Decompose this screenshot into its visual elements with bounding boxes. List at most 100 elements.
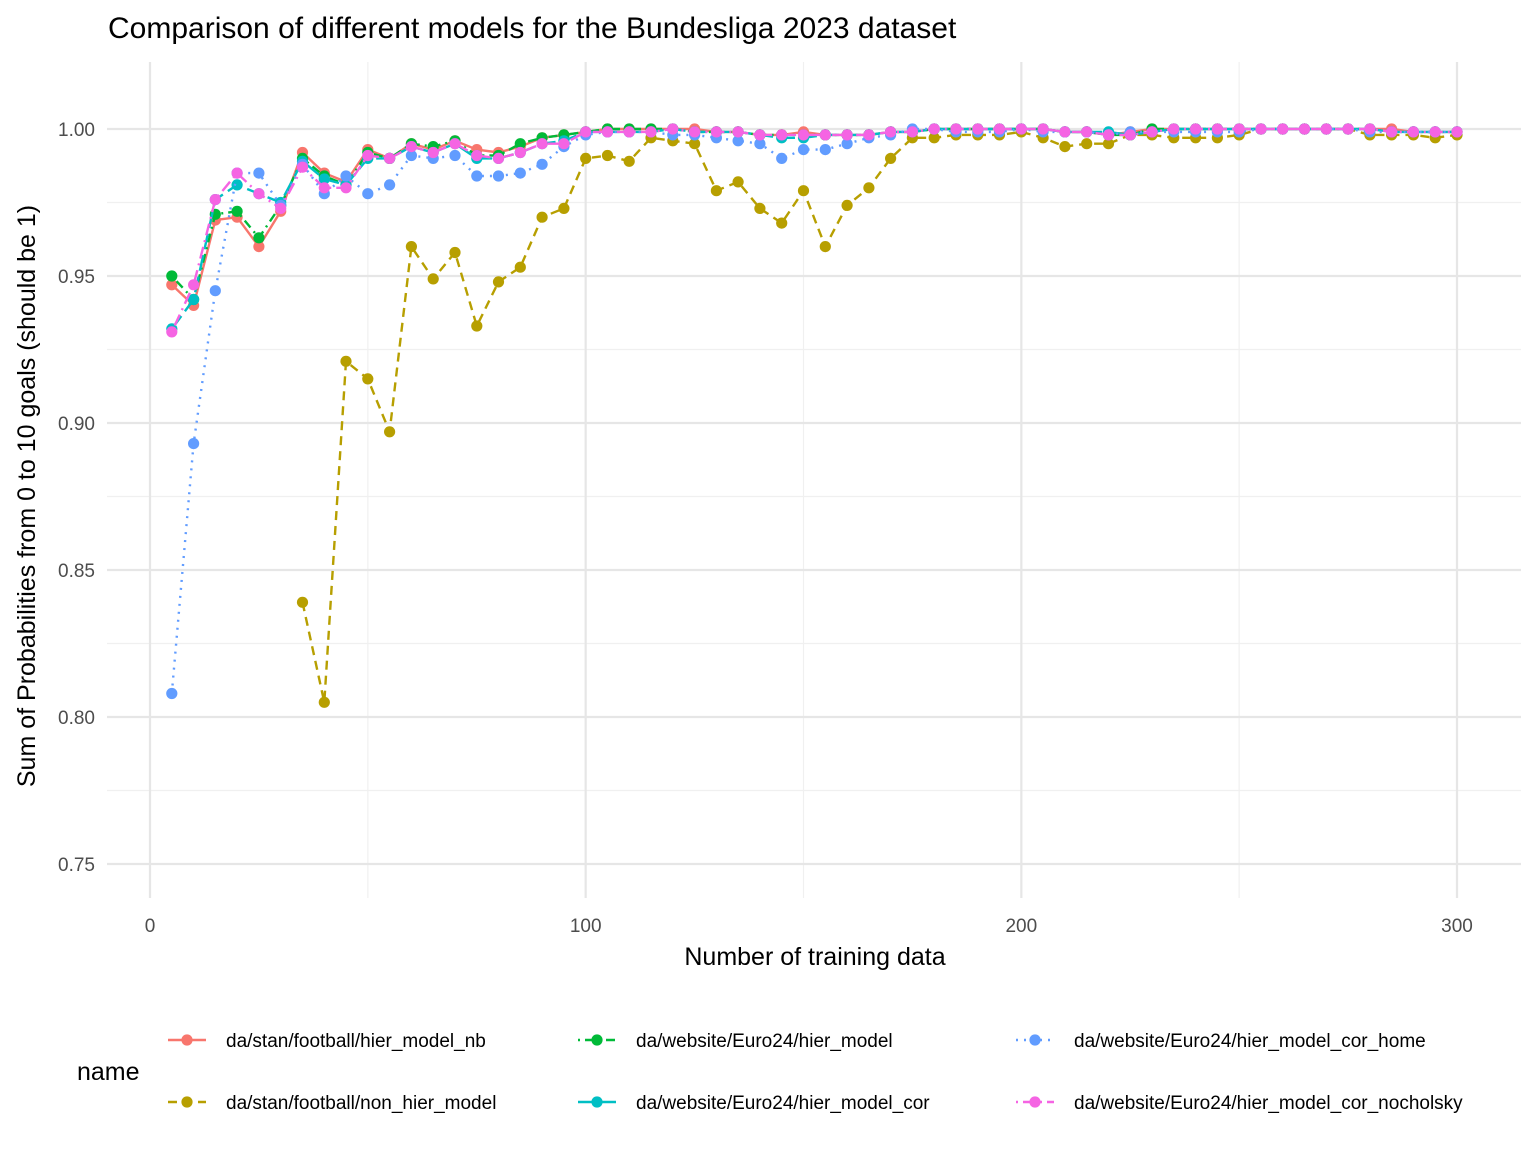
data-point: [1386, 126, 1398, 138]
x-tick-label: 0: [145, 916, 156, 937]
legend-label: da/website/Euro24/hier_model_cor_nochols…: [1074, 1093, 1463, 1114]
data-point: [797, 144, 810, 156]
legend-key-point: [1029, 1096, 1041, 1108]
data-point: [950, 123, 962, 135]
data-point: [601, 126, 614, 138]
data-point: [1081, 138, 1093, 150]
data-point: [993, 123, 1006, 135]
data-point: [405, 241, 417, 253]
data-point: [427, 273, 439, 285]
data-point: [906, 126, 919, 138]
data-point: [405, 141, 417, 153]
data-point: [536, 158, 548, 170]
data-point: [231, 167, 243, 179]
data-point: [841, 199, 853, 211]
data-point: [601, 149, 614, 162]
data-point: [1407, 126, 1419, 138]
data-point: [1059, 126, 1071, 138]
data-point: [776, 217, 788, 229]
data-point: [797, 129, 810, 141]
y-axis-title: Sum of Probabilities from 0 to 10 goals …: [13, 205, 41, 787]
series-layer: [166, 123, 1463, 708]
data-point: [492, 152, 505, 164]
data-point: [1102, 138, 1115, 150]
data-point: [166, 279, 178, 291]
data-point: [1037, 123, 1049, 135]
legend-item: da/website/Euro24/hier_model_cor_nochols…: [1016, 1093, 1463, 1114]
data-point: [253, 241, 265, 253]
legend-title: name: [77, 1058, 140, 1086]
data-point: [754, 138, 766, 150]
data-point: [231, 179, 243, 191]
data-point: [449, 138, 461, 150]
series-3: [166, 123, 1463, 335]
data-point: [776, 129, 788, 141]
data-point: [580, 126, 592, 138]
legend-item: da/stan/football/hier_model_nb: [168, 1031, 486, 1052]
data-point: [1342, 123, 1354, 135]
data-point: [1124, 129, 1136, 141]
data-point: [318, 696, 330, 708]
data-point: [492, 276, 505, 288]
data-point: [754, 129, 766, 141]
series-1: [296, 123, 1463, 708]
data-point: [1168, 123, 1180, 135]
series-line: [170, 127, 1457, 694]
data-point: [384, 426, 396, 438]
data-point: [188, 279, 200, 291]
data-point: [318, 173, 330, 185]
legend-key-point: [181, 1096, 193, 1108]
data-point: [819, 241, 831, 253]
data-point: [754, 202, 766, 214]
data-point: [667, 123, 679, 135]
legend-key-point: [591, 1034, 603, 1046]
data-point: [885, 126, 897, 138]
y-tick-label: 0.85: [58, 561, 95, 582]
data-point: [188, 438, 200, 450]
data-point: [863, 129, 875, 141]
data-point: [471, 320, 483, 332]
data-point: [1277, 123, 1289, 135]
y-tick-label: 0.75: [58, 855, 95, 876]
data-point: [449, 149, 461, 162]
x-tick-label: 100: [570, 916, 602, 937]
data-point: [558, 138, 570, 150]
x-tick-label: 200: [1005, 916, 1037, 937]
data-point: [710, 126, 723, 138]
data-point: [689, 138, 701, 150]
data-point: [275, 202, 287, 214]
data-point: [318, 182, 330, 194]
data-point: [863, 182, 875, 194]
data-point: [166, 270, 178, 282]
x-tick-labels: 0 100 200 300: [145, 916, 1473, 937]
x-axis-title: Number of training data: [684, 943, 945, 971]
data-point: [1320, 123, 1332, 135]
data-point: [166, 687, 178, 700]
data-point: [819, 144, 831, 156]
data-point: [253, 232, 265, 244]
y-tick-label: 1.00: [58, 120, 95, 141]
data-point: [471, 149, 483, 162]
data-point: [253, 167, 265, 179]
data-point: [776, 152, 788, 164]
data-point: [514, 138, 526, 150]
data-point: [1102, 129, 1115, 141]
data-point: [1059, 141, 1071, 153]
legend-label: da/stan/football/hier_model_nb: [226, 1031, 486, 1052]
data-point: [732, 176, 744, 188]
series-5: [166, 123, 1463, 338]
data-point: [732, 126, 744, 138]
legend-key-point: [1029, 1034, 1041, 1046]
data-point: [340, 182, 352, 194]
data-point: [514, 146, 526, 159]
data-point: [689, 126, 701, 138]
legend-key-point: [181, 1034, 193, 1046]
data-point: [732, 135, 744, 147]
x-tick-label: 300: [1441, 916, 1473, 937]
data-point: [1451, 126, 1463, 138]
data-point: [1190, 123, 1202, 135]
data-point: [384, 152, 396, 164]
series-2: [166, 123, 1463, 306]
data-point: [623, 155, 635, 167]
chart-title: Comparison of different models for the B…: [108, 12, 957, 45]
